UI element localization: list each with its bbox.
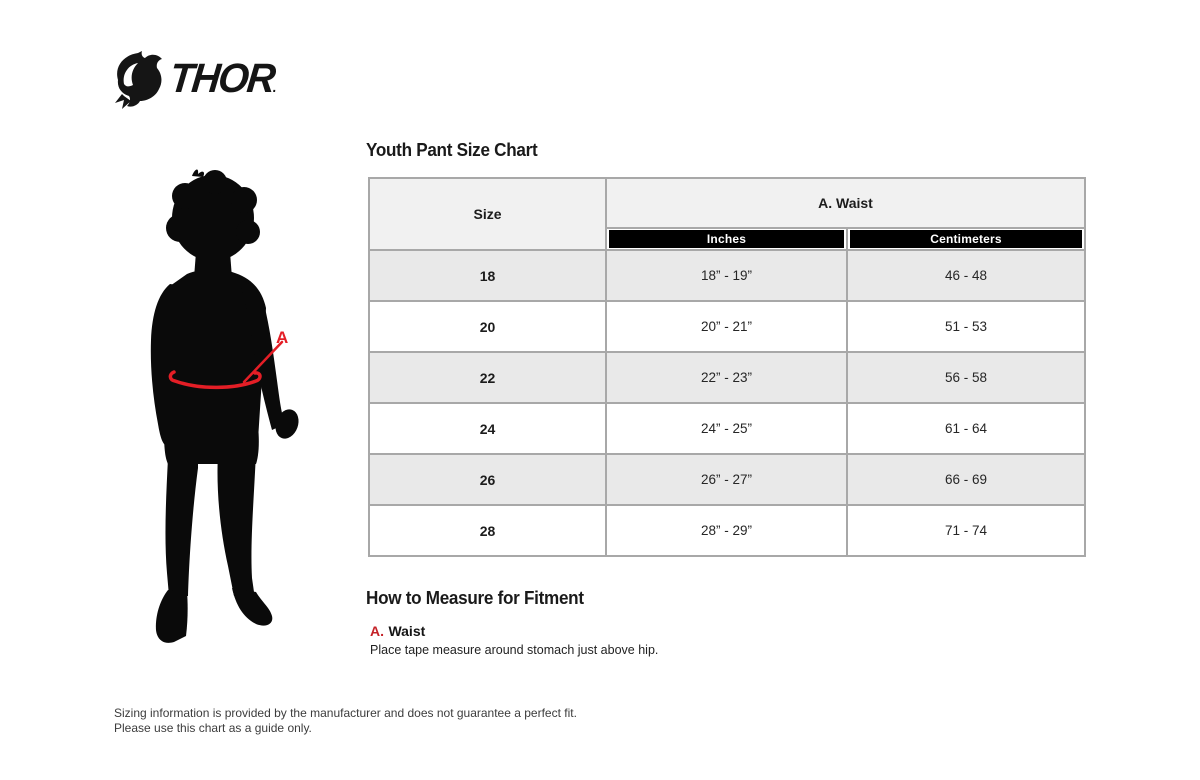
measurement-figure [140,168,310,668]
table-row: 28 28” - 29” 71 - 74 [368,504,1086,557]
centimeters-subheader: Centimeters [846,227,1086,251]
cell-centimeters: 46 - 48 [846,249,1086,302]
cell-inches: 24” - 25” [605,402,848,455]
measure-item-waist: A. Waist Place tape measure around stoma… [370,623,658,657]
measure-section-title: How to Measure for Fitment [366,588,584,608]
cell-inches: 18” - 19” [605,249,848,302]
table-row: 26 26” - 27” 66 - 69 [368,453,1086,506]
cell-inches: 20” - 21” [605,300,848,353]
measure-item-key: A. [370,623,384,639]
disclaimer-line: Sizing information is provided by the ma… [114,706,577,720]
cell-centimeters: 56 - 58 [846,351,1086,404]
logo-period: . [271,79,276,95]
thor-goat-icon [115,51,162,109]
brand-wordmark: THOR. [167,55,277,101]
size-chart-title: Youth Pant Size Chart [366,140,538,160]
table-row: 20 20” - 21” 51 - 53 [368,300,1086,353]
measure-item-heading: A. Waist [370,623,658,641]
waist-group-header: A. Waist [605,177,1086,229]
cell-size: 26 [368,453,607,506]
disclaimer-line: Please use this chart as a guide only. [114,720,312,735]
size-table: Size A. Waist Inches Centimeters 18 18” -… [368,177,1086,557]
table-row: 18 18” - 19” 46 - 48 [368,249,1086,302]
waist-measure-line [168,340,284,390]
measure-item-name: Waist [388,623,426,639]
brand-logo: THOR. [112,50,276,115]
cell-inches: 26” - 27” [605,453,848,506]
cell-centimeters: 51 - 53 [846,300,1086,353]
table-row: 24 24” - 25” 61 - 64 [368,402,1086,455]
cell-size: 20 [368,300,607,353]
cell-inches: 28” - 29” [605,504,848,557]
cell-centimeters: 71 - 74 [846,504,1086,557]
size-column-header: Size [368,177,607,251]
inches-subheader: Inches [605,227,848,251]
measure-item-description: Place tape measure around stomach just a… [370,643,659,657]
child-silhouette [150,169,299,643]
waist-annotation-label: A [276,328,289,347]
cell-size: 28 [368,504,607,557]
table-row: 22 22” - 23” 56 - 58 [368,351,1086,404]
disclaimer: Sizing information is provided by the ma… [114,706,577,735]
size-table-body: 18 18” - 19” 46 - 48 20 20” - 21” 51 - 53 22 22… [368,249,1086,557]
cell-size: 22 [368,351,607,404]
cell-size: 24 [368,402,607,455]
cell-centimeters: 66 - 69 [846,453,1086,506]
cell-centimeters: 61 - 64 [846,402,1086,455]
cell-size: 18 [368,249,607,302]
cell-inches: 22” - 23” [605,351,848,404]
